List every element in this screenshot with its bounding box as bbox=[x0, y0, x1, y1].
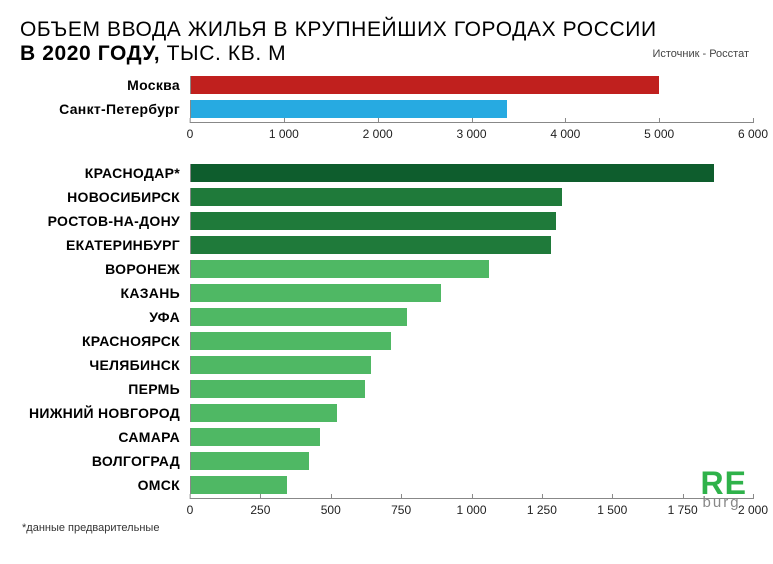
chart-capitals: Москва Санкт-Петербург 0 1 000 2 000 3 000 4 … bbox=[20, 74, 753, 144]
bar-track bbox=[190, 212, 753, 230]
bar-label: УФА bbox=[20, 309, 190, 325]
bar bbox=[191, 188, 562, 206]
bar-row: НИЖНИЙ НОВГОРОД bbox=[20, 402, 753, 424]
bar-track bbox=[190, 284, 753, 302]
bar-row: ПЕРМЬ bbox=[20, 378, 753, 400]
bar-row: ЧЕЛЯБИНСК bbox=[20, 354, 753, 376]
axis-tick: 0 bbox=[187, 123, 194, 141]
bar-track bbox=[190, 76, 753, 94]
axis-tick: 5 000 bbox=[644, 123, 674, 141]
chart-cities: КРАСНОДАР* НОВОСИБИРСК РОСТОВ-НА-ДОНУ ЕКАТЕ… bbox=[20, 162, 753, 520]
bar-label: РОСТОВ-НА-ДОНУ bbox=[20, 213, 190, 229]
bar-label: ВОРОНЕЖ bbox=[20, 261, 190, 277]
bar-label: НИЖНИЙ НОВГОРОД bbox=[20, 405, 190, 421]
bar-track bbox=[190, 164, 753, 182]
axis-tick: 6 000 bbox=[738, 123, 768, 141]
bar-label: КРАСНОЯРСК bbox=[20, 333, 190, 349]
bar bbox=[191, 428, 320, 446]
bar-track bbox=[190, 188, 753, 206]
bar-row: ЕКАТЕРИНБУРГ bbox=[20, 234, 753, 256]
bar-track bbox=[190, 332, 753, 350]
bar-label: ОМСК bbox=[20, 477, 190, 493]
bar-track bbox=[190, 308, 753, 326]
bar-track bbox=[190, 452, 753, 470]
bar-label: ЕКАТЕРИНБУРГ bbox=[20, 237, 190, 253]
logo-line-2: burg bbox=[701, 497, 747, 510]
bar-row: КАЗАНЬ bbox=[20, 282, 753, 304]
title-unit: ТЫС. КВ. М bbox=[167, 42, 287, 65]
bar-track bbox=[190, 100, 753, 118]
bar bbox=[191, 284, 441, 302]
bar-label: КАЗАНЬ bbox=[20, 285, 190, 301]
bar bbox=[191, 100, 507, 118]
bar-row: Москва bbox=[20, 74, 753, 96]
bar-track bbox=[190, 236, 753, 254]
bar-label: САМАРА bbox=[20, 429, 190, 445]
bar bbox=[191, 164, 714, 182]
bar-track bbox=[190, 260, 753, 278]
bar bbox=[191, 452, 309, 470]
bar-row: Санкт-Петербург bbox=[20, 98, 753, 120]
bar bbox=[191, 380, 365, 398]
reburg-logo: RE burg bbox=[701, 470, 747, 510]
axis-tick: 750 bbox=[391, 499, 411, 517]
bar-row: САМАРА bbox=[20, 426, 753, 448]
bar-row: ОМСК bbox=[20, 474, 753, 496]
axis-tick: 1 750 bbox=[668, 499, 698, 517]
bar-label: ЧЕЛЯБИНСК bbox=[20, 357, 190, 373]
axis-tick: 3 000 bbox=[456, 123, 486, 141]
bar-row: КРАСНОЯРСК bbox=[20, 330, 753, 352]
axis-tick: 1 000 bbox=[269, 123, 299, 141]
title-year: В 2020 ГОДУ, bbox=[20, 42, 167, 65]
bar-label: КРАСНОДАР* bbox=[20, 165, 190, 181]
bar bbox=[191, 476, 287, 494]
bar-label: Москва bbox=[20, 77, 190, 93]
logo-line-1: RE bbox=[701, 470, 747, 497]
bar-label: Санкт-Петербург bbox=[20, 101, 190, 117]
axis-tick: 1 500 bbox=[597, 499, 627, 517]
bar-label: НОВОСИБИРСК bbox=[20, 189, 190, 205]
bar bbox=[191, 332, 391, 350]
bar-row: УФА bbox=[20, 306, 753, 328]
bar bbox=[191, 212, 556, 230]
bar-track bbox=[190, 356, 753, 374]
title-line-2: В 2020 ГОДУ, ТЫС. КВ. М bbox=[20, 42, 753, 66]
chart-title: ОБЪЕМ ВВОДА ЖИЛЬЯ В КРУПНЕЙШИХ ГОРОДАХ Р… bbox=[20, 18, 753, 66]
bar bbox=[191, 404, 337, 422]
axis-tick: 1 250 bbox=[527, 499, 557, 517]
title-line-1: ОБЪЕМ ВВОДА ЖИЛЬЯ В КРУПНЕЙШИХ ГОРОДАХ Р… bbox=[20, 18, 753, 42]
bar bbox=[191, 356, 371, 374]
bar-track bbox=[190, 428, 753, 446]
axis-tick: 250 bbox=[250, 499, 270, 517]
bar-row: ВОЛГОГРАД bbox=[20, 450, 753, 472]
bar-track bbox=[190, 404, 753, 422]
bar-label: ПЕРМЬ bbox=[20, 381, 190, 397]
bar-row: КРАСНОДАР* bbox=[20, 162, 753, 184]
bar-row: ВОРОНЕЖ bbox=[20, 258, 753, 280]
axis-tick: 4 000 bbox=[550, 123, 580, 141]
axis-tick: 2 000 bbox=[363, 123, 393, 141]
bar bbox=[191, 236, 551, 254]
source-label: Источник - Росстат bbox=[652, 48, 749, 60]
axis-tick: 1 000 bbox=[456, 499, 486, 517]
bar-track bbox=[190, 380, 753, 398]
bar-label: ВОЛГОГРАД bbox=[20, 453, 190, 469]
bar bbox=[191, 260, 489, 278]
bar-row: НОВОСИБИРСК bbox=[20, 186, 753, 208]
bar-row: РОСТОВ-НА-ДОНУ bbox=[20, 210, 753, 232]
bar bbox=[191, 308, 407, 326]
bar-track bbox=[190, 476, 753, 494]
axis-tick: 500 bbox=[321, 499, 341, 517]
x-axis-capitals: 01 0002 0003 0004 0005 0006 000 bbox=[190, 122, 753, 144]
bar bbox=[191, 76, 659, 94]
x-axis-cities: 02505007501 0001 2501 5001 7502 000 bbox=[190, 498, 753, 520]
footnote: *данные предварительные bbox=[22, 522, 159, 534]
axis-tick: 0 bbox=[187, 499, 194, 517]
